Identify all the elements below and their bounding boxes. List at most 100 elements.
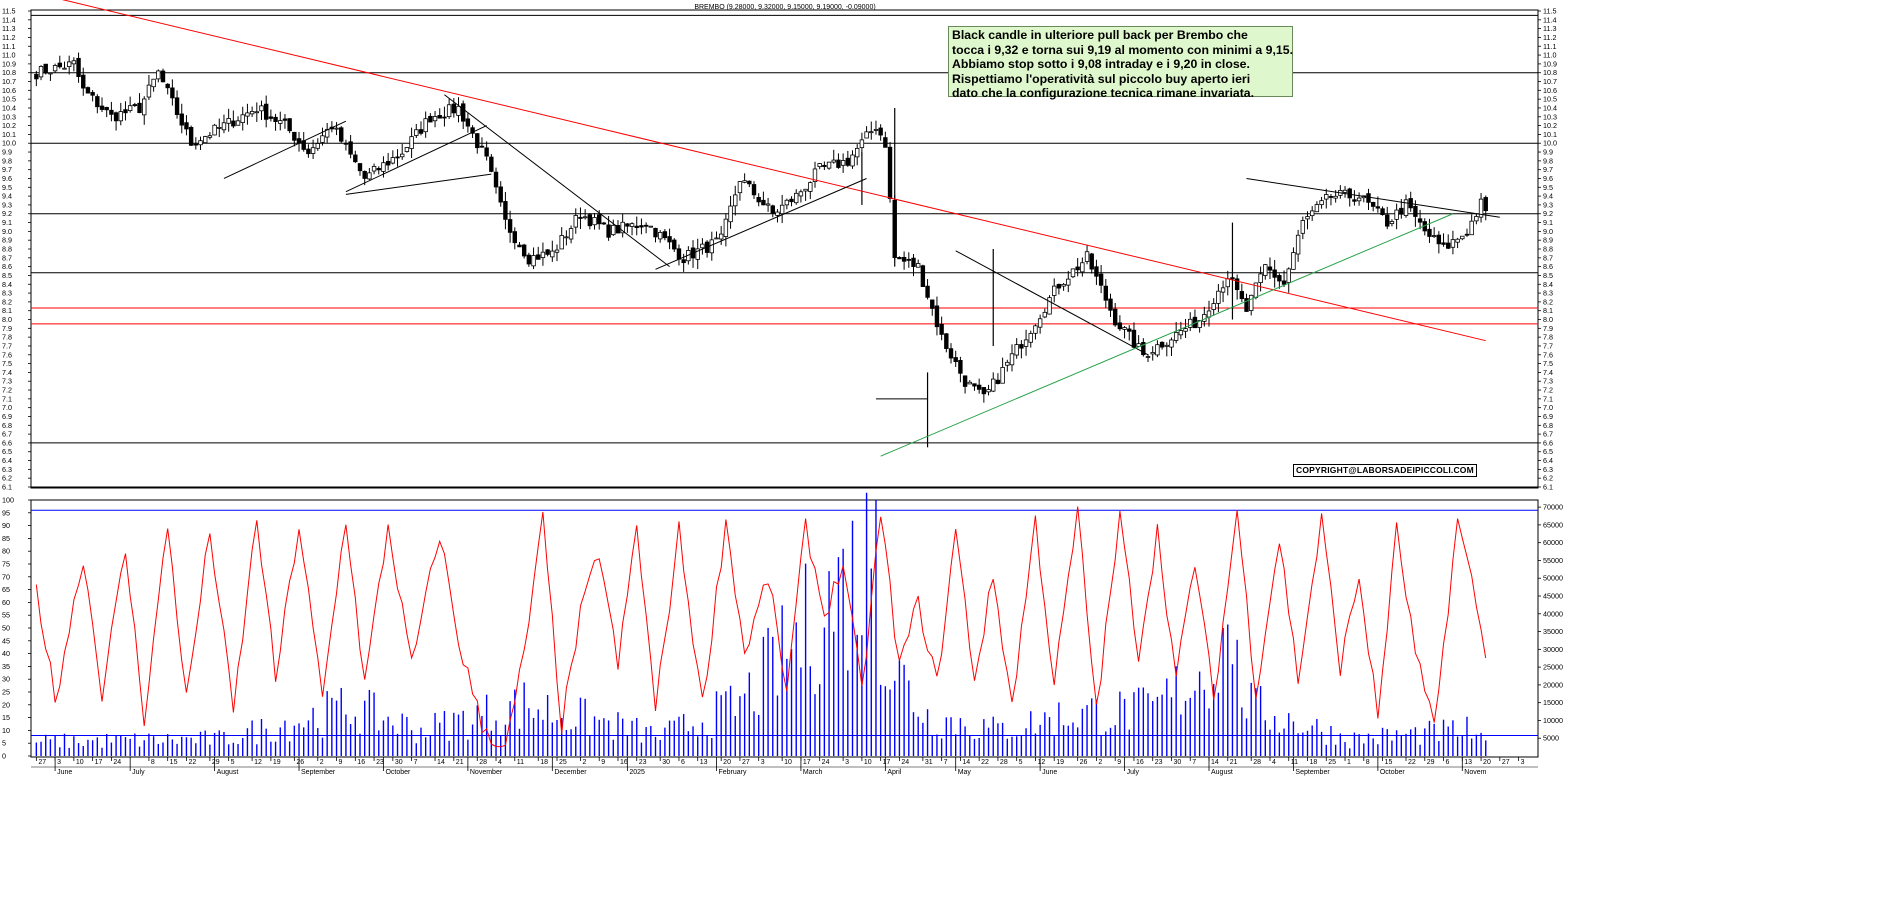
candle-down: [263, 103, 269, 120]
candle-down: [897, 256, 902, 260]
candle-down: [99, 105, 105, 110]
price-tick-label-right: 8.0: [1543, 315, 1553, 324]
volume-tick-label-right: 65000: [1543, 520, 1563, 529]
candle-down: [475, 133, 480, 149]
candle-up: [986, 389, 991, 393]
candle-up: [315, 143, 320, 149]
price-tick-label-right: 6.8: [1543, 421, 1553, 430]
candle-up: [409, 136, 414, 149]
candle-up: [1300, 220, 1306, 234]
candle-down: [1019, 344, 1024, 349]
candle-down: [507, 219, 513, 233]
candle-down: [90, 92, 95, 96]
candle-down: [395, 156, 400, 159]
candle-down: [667, 236, 672, 243]
candle-up: [573, 215, 578, 228]
candle-down: [761, 199, 766, 206]
candle-down: [85, 87, 91, 94]
x-axis-month-label: July: [1127, 769, 1140, 776]
candle-down: [437, 115, 442, 119]
x-axis-day-label: 17: [803, 759, 811, 766]
copyright-label: COPYRIGHT@LABORSADEIPICCOLI.COM: [1293, 464, 1477, 477]
price-tick-label-left: 8.0: [2, 315, 12, 324]
oscillator-panel-frame: [30, 499, 1539, 758]
candle-down: [747, 180, 752, 185]
price-tick-label-right: 10.8: [1543, 68, 1557, 77]
candle-up: [259, 105, 264, 112]
candle-down: [1131, 329, 1137, 348]
candle-up: [794, 192, 799, 204]
candle-up: [531, 255, 536, 267]
candle-down: [339, 127, 344, 142]
candle-up: [1052, 285, 1057, 296]
x-axis-day-label: 10: [76, 759, 84, 766]
chart-title: BREMBO (9.28000, 9.32000, 9.15000, 9.190…: [694, 4, 875, 11]
candle-down: [521, 244, 527, 257]
volume-tick-label-right: 55000: [1543, 556, 1563, 565]
x-axis-day-label: 16: [357, 759, 365, 766]
x-axis-day-label: 26: [296, 759, 304, 766]
candle-up: [1080, 262, 1085, 273]
candle-down: [489, 156, 494, 172]
candle-down: [418, 129, 424, 134]
candle-down: [479, 145, 485, 148]
x-axis-day-label: 30: [395, 759, 403, 766]
price-tick-label-right: 10.6: [1543, 86, 1557, 95]
price-tick-label-right: 9.5: [1543, 183, 1553, 192]
candle-down: [925, 285, 930, 298]
price-tick-label-right: 10.1: [1543, 130, 1557, 139]
price-tick-label-left: 6.5: [2, 447, 12, 456]
candle-up: [991, 378, 996, 392]
x-axis-day-label: 2: [320, 759, 324, 766]
osc-tick-label-left: 45: [2, 636, 10, 645]
x-axis-day-label: 24: [822, 759, 830, 766]
candle-up: [48, 72, 53, 75]
candle-down: [845, 157, 851, 166]
x-axis-day-label: 14: [1211, 759, 1219, 766]
price-tick-label-right: 7.8: [1543, 333, 1553, 342]
candle-down: [1281, 280, 1287, 285]
price-tick-label-right: 6.1: [1543, 483, 1553, 492]
candle-down: [1103, 285, 1109, 301]
price-tick-label-left: 7.3: [2, 377, 12, 386]
candle-down: [282, 118, 288, 121]
candle-down: [536, 254, 541, 260]
x-axis-day-label: 25: [559, 759, 567, 766]
candle-down: [1108, 298, 1113, 311]
candle-up: [1070, 268, 1076, 278]
x-axis-month-label: June: [1042, 769, 1057, 776]
candle-down: [428, 115, 433, 123]
candle-down: [634, 225, 639, 229]
price-tick-label-right: 7.0: [1543, 403, 1553, 412]
x-axis-day-label: 8: [1366, 759, 1370, 766]
candle-down: [498, 186, 503, 203]
osc-tick-label-left: 65: [2, 585, 10, 594]
candle-down: [1446, 242, 1451, 249]
price-tick-label-left: 11.5: [2, 7, 15, 16]
price-tick-label-right: 7.9: [1543, 324, 1553, 333]
candle-down: [1366, 193, 1371, 203]
price-tick-label-left: 6.3: [2, 465, 12, 474]
candle-up: [629, 223, 635, 227]
volume-tick-label-right: 40000: [1543, 609, 1563, 618]
osc-tick-label-left: 90: [2, 521, 10, 530]
price-tick-label-left: 7.4: [2, 368, 12, 377]
x-axis-day-label: 13: [1464, 759, 1472, 766]
price-tick-label-right: 7.5: [1543, 359, 1553, 368]
candle-up: [1309, 210, 1315, 217]
candle-up: [1014, 344, 1019, 356]
candle-down: [1277, 275, 1282, 282]
candle-up: [550, 250, 555, 258]
candle-up: [714, 237, 719, 240]
x-axis-day-label: 27: [1502, 759, 1510, 766]
candle-up: [1033, 325, 1038, 334]
x-axis-day-label: 13: [700, 759, 708, 766]
candle-down: [756, 197, 761, 203]
candle-down: [836, 159, 841, 168]
x-axis-day-label: 3: [57, 759, 61, 766]
candle-down: [1056, 283, 1062, 289]
candle-down: [526, 254, 532, 265]
candle-up: [1084, 251, 1090, 262]
candle-up: [1450, 239, 1456, 248]
candle-up: [1314, 204, 1320, 213]
